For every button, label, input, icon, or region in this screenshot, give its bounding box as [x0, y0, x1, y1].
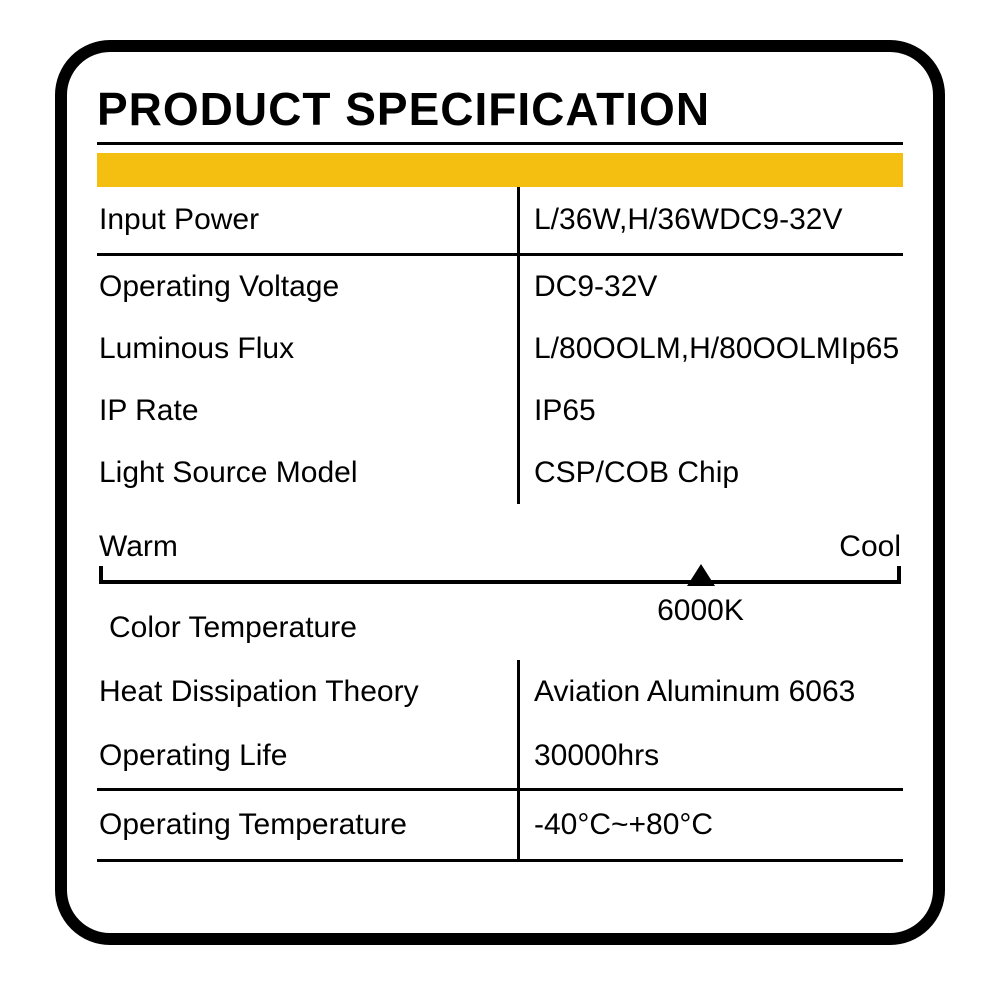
- slider-right-label: Cool: [839, 530, 901, 564]
- table-row: Color Temperature: [97, 596, 903, 660]
- spec-value: CSP/COB Chip: [520, 456, 903, 490]
- spec-value: L/80OOLM,H/80OOLMIp65: [520, 332, 903, 366]
- spec-label: Light Source Model: [97, 456, 517, 490]
- spec-value: Aviation Aluminum 6063: [520, 675, 903, 709]
- spec-value: L/36W,H/36WDC9-32V: [520, 203, 903, 237]
- table-row: Heat Dissipation Theory Aviation Aluminu…: [97, 660, 903, 724]
- spec-card: PRODUCT SPECIFICATION Input Power L/36W,…: [55, 40, 945, 945]
- spec-label: IP Rate: [97, 394, 517, 428]
- table-row: Input Power L/36W,H/36WDC9-32V: [97, 187, 903, 253]
- title-underline: [97, 142, 903, 145]
- table-row: Light Source Model CSP/COB Chip: [97, 442, 903, 504]
- spec-group-1: Input Power L/36W,H/36WDC9-32V: [97, 187, 903, 253]
- slider-tick-right: [897, 566, 901, 584]
- slider-line: [99, 580, 901, 584]
- slider-marker-icon: [687, 564, 715, 586]
- table-row: Operating Temperature -40°C~+80°C: [97, 791, 903, 859]
- page-title: PRODUCT SPECIFICATION: [97, 82, 903, 136]
- spec-group-3: Heat Dissipation Theory Aviation Aluminu…: [97, 660, 903, 788]
- spec-value: IP65: [520, 394, 903, 428]
- spec-label: Input Power: [97, 203, 517, 237]
- spec-group-4: Operating Temperature -40°C~+80°C: [97, 791, 903, 859]
- slider-value-label: 6000K: [657, 594, 744, 628]
- spec-label: Operating Life: [97, 739, 517, 773]
- table-row: Operating Voltage DC9-32V: [97, 256, 903, 318]
- table-row: Luminous Flux L/80OOLM,H/80OOLMIp65: [97, 318, 903, 380]
- spec-label: Color Temperature: [97, 596, 517, 660]
- spec-label: Operating Temperature: [97, 808, 517, 842]
- color-temp-slider: Warm Cool 6000K: [97, 530, 903, 596]
- table-row: IP Rate IP65: [97, 380, 903, 442]
- accent-bar: [97, 153, 903, 187]
- table-row: Operating Life 30000hrs: [97, 724, 903, 788]
- spec-label: Luminous Flux: [97, 332, 517, 366]
- spec-group-2: Operating Voltage DC9-32V Luminous Flux …: [97, 256, 903, 504]
- spec-value: -40°C~+80°C: [520, 808, 903, 842]
- spec-value: 30000hrs: [520, 739, 903, 773]
- spec-label: Operating Voltage: [97, 270, 517, 304]
- slider-left-label: Warm: [99, 530, 178, 564]
- horizontal-divider: [97, 859, 903, 862]
- slider-track: 6000K: [99, 566, 901, 596]
- spec-label: Heat Dissipation Theory: [97, 675, 517, 709]
- spec-value: DC9-32V: [520, 270, 903, 304]
